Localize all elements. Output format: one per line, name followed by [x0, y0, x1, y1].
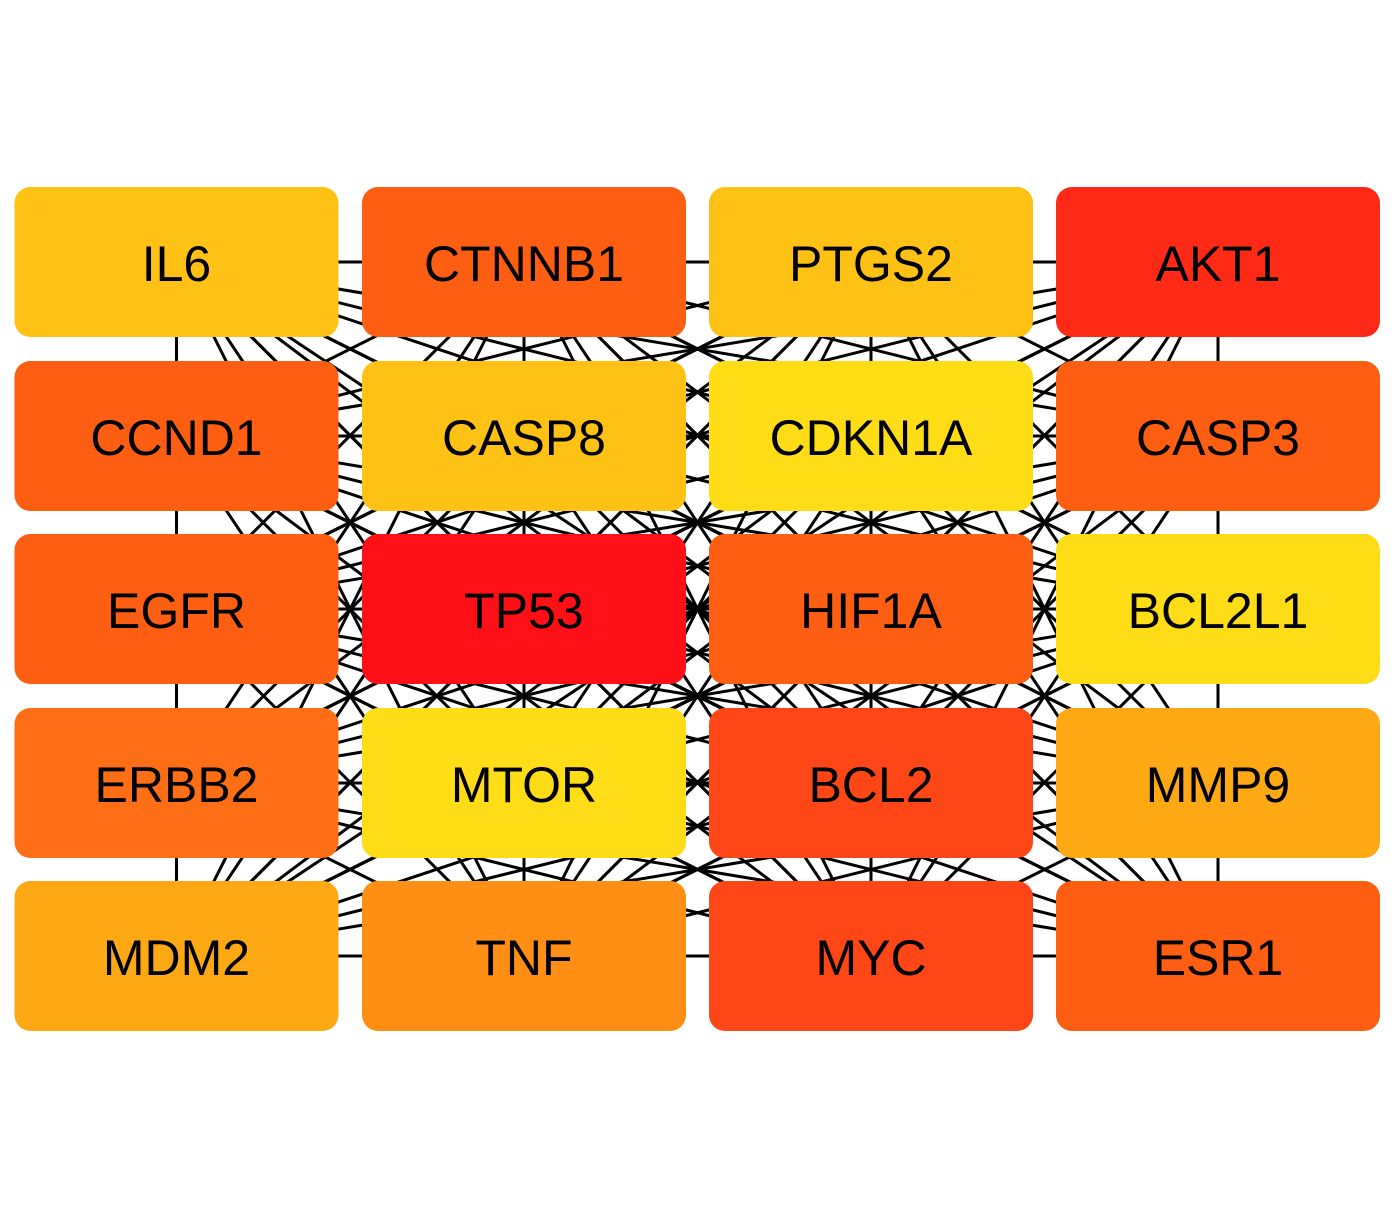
node-box [709, 187, 1033, 337]
node-box [709, 361, 1033, 511]
node-egfr: EGFR [14, 534, 339, 684]
node-ptgs2: PTGS2 [709, 187, 1033, 337]
node-esr1: ESR1 [1056, 881, 1380, 1031]
node-label: CASP3 [1136, 410, 1300, 466]
node-box [362, 361, 686, 511]
node-erbb2: ERBB2 [14, 708, 339, 858]
node-label: ESR1 [1153, 930, 1284, 986]
node-tp53: TP53 [362, 534, 686, 684]
node-label: ERBB2 [95, 757, 259, 813]
node-label: TNF [475, 930, 572, 986]
node-box [709, 708, 1033, 858]
node-box [709, 881, 1033, 1031]
node-label: CASP8 [442, 410, 606, 466]
node-label: MTOR [451, 757, 597, 813]
node-tnf: TNF [362, 881, 686, 1031]
edge-bcl2l1-erbb2 [176, 607, 1219, 785]
node-box [362, 708, 686, 858]
edge-casp3-egfr [176, 434, 1219, 611]
node-box [14, 534, 339, 684]
node-box [1056, 361, 1380, 511]
node-label: CDKN1A [770, 410, 973, 466]
node-label: MMP9 [1146, 757, 1290, 813]
node-label: CCND1 [90, 410, 262, 466]
node-box [1056, 534, 1380, 684]
node-il6: IL6 [14, 187, 339, 337]
node-ctnnb1: CTNNB1 [362, 187, 686, 337]
node-label: MYC [815, 930, 926, 986]
node-box [362, 187, 686, 337]
node-box [362, 881, 686, 1031]
node-layer: IL6 CTNNB1 PTGS2 AKT1 CCND1 CASP8 CDKN1A CASP3 E… [14, 187, 1380, 1031]
node-ccnd1: CCND1 [14, 361, 339, 511]
node-label: EGFR [107, 583, 246, 639]
node-akt1: AKT1 [1056, 187, 1380, 337]
edge-mmp9-mdm2 [176, 781, 1219, 958]
node-mdm2: MDM2 [14, 881, 339, 1031]
node-label: CTNNB1 [424, 236, 624, 292]
node-label: AKT1 [1155, 236, 1280, 292]
node-label: IL6 [142, 236, 212, 292]
node-myc: MYC [709, 881, 1033, 1031]
node-label: PTGS2 [789, 236, 953, 292]
node-box [362, 534, 686, 684]
node-label: BCL2L1 [1128, 583, 1309, 639]
node-label: MDM2 [103, 930, 250, 986]
edge-akt1-ccnd1 [176, 260, 1219, 438]
node-box [1056, 708, 1380, 858]
node-label: TP53 [464, 583, 584, 639]
node-mmp9: MMP9 [1056, 708, 1380, 858]
node-box [1056, 187, 1380, 337]
node-label: HIF1A [800, 583, 942, 639]
node-bcl2: BCL2 [709, 708, 1033, 858]
node-hif1a: HIF1A [709, 534, 1033, 684]
node-label: BCL2 [808, 757, 933, 813]
node-box [14, 361, 339, 511]
node-bcl2l1: BCL2L1 [1056, 534, 1380, 684]
node-mtor: MTOR [362, 708, 686, 858]
node-box [14, 708, 339, 858]
node-box [14, 187, 339, 337]
node-box [1056, 881, 1380, 1031]
node-casp3: CASP3 [1056, 361, 1380, 511]
node-box [709, 534, 1033, 684]
node-cdkn1a: CDKN1A [709, 361, 1033, 511]
node-box [14, 881, 339, 1031]
node-casp8: CASP8 [362, 361, 686, 511]
